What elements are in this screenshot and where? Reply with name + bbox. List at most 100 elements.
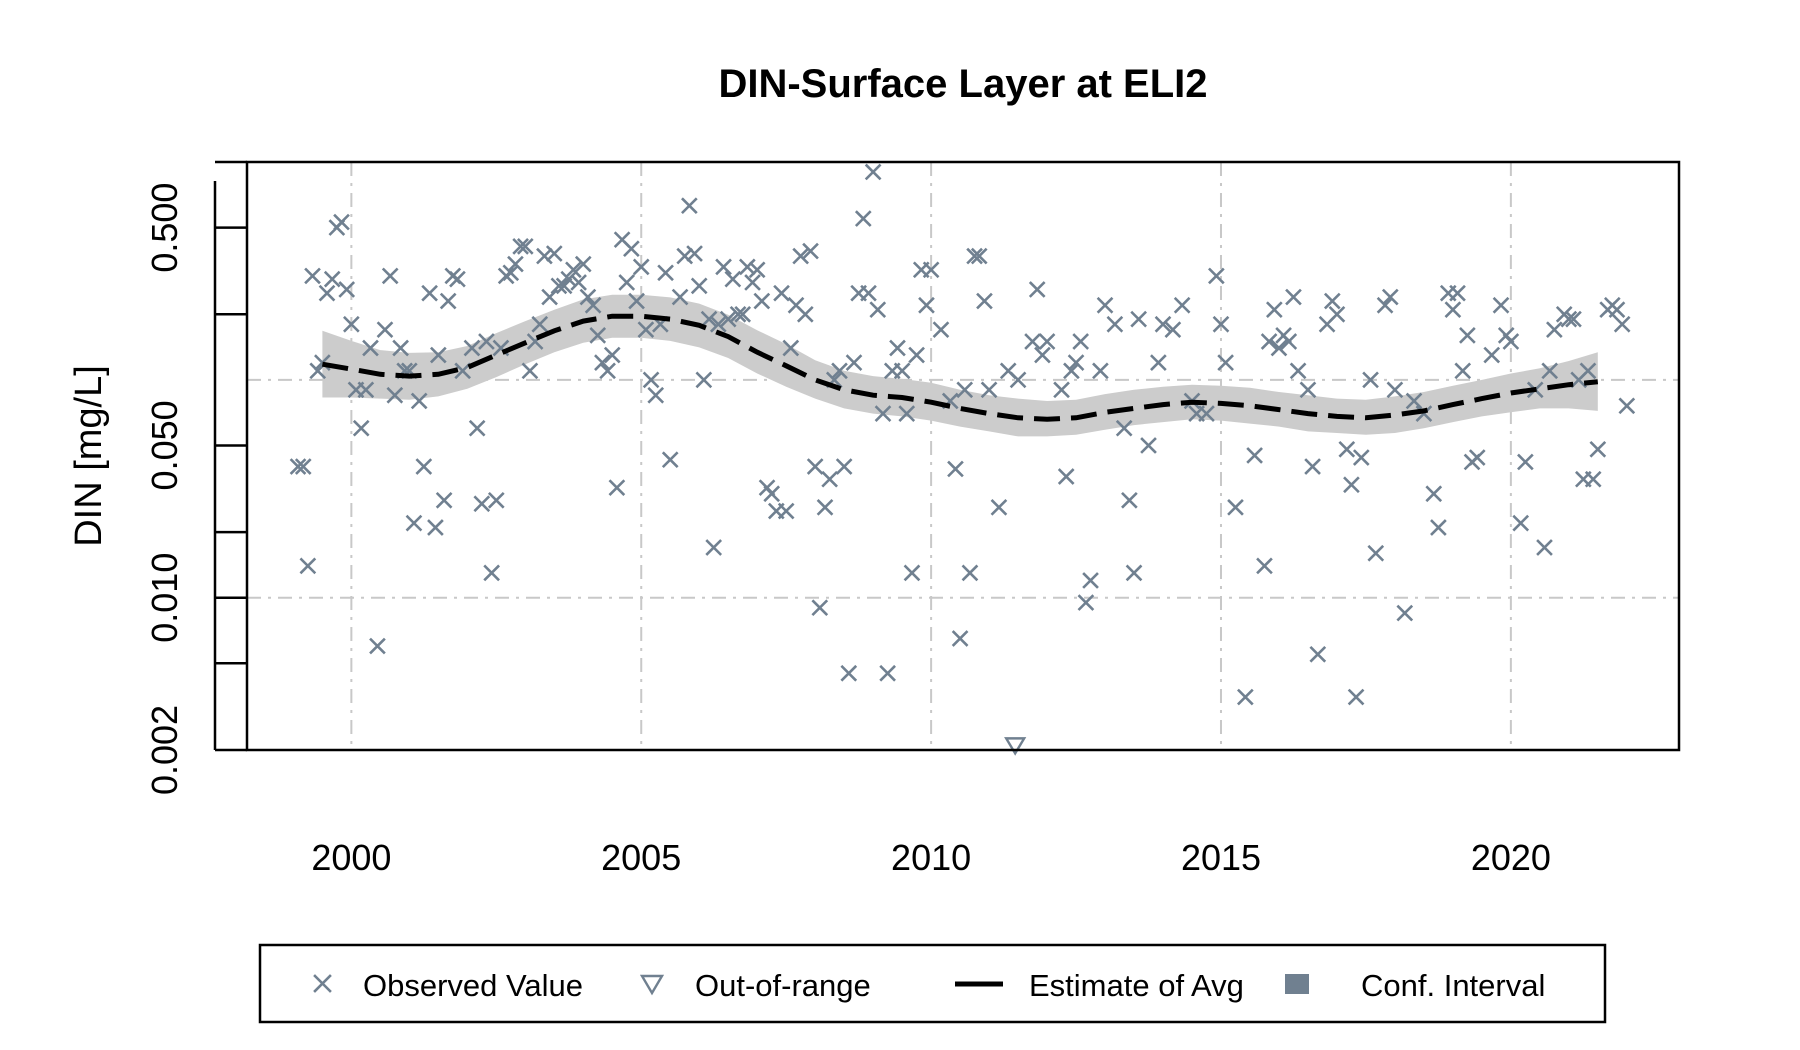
observed-point: [541, 288, 558, 306]
observed-point: [1299, 381, 1317, 399]
observed-point: [686, 245, 703, 262]
observed-point: [1024, 333, 1041, 350]
observed-point: [1347, 688, 1365, 706]
observed-point: [1289, 362, 1307, 380]
observed-point: [637, 321, 655, 338]
observed-point: [478, 333, 495, 350]
observed-point: [715, 258, 732, 276]
observed-point: [1038, 333, 1056, 350]
observed-point: [599, 362, 616, 380]
observed-point: [512, 238, 529, 255]
observed-point: [816, 498, 834, 516]
observed-point: [1468, 449, 1486, 466]
observed-point: [507, 255, 524, 273]
observed-point: [642, 371, 660, 389]
observed-point: [1028, 281, 1046, 298]
observed-point: [1546, 321, 1563, 338]
observed-point: [468, 419, 486, 437]
observed-point: [487, 491, 505, 509]
observed-point: [889, 339, 906, 357]
observed-point: [449, 270, 466, 288]
observed-point: [951, 630, 969, 647]
observed-point: [545, 245, 563, 262]
observed-point: [1328, 305, 1346, 323]
observed-point: [729, 305, 747, 323]
observed-point: [1444, 301, 1462, 319]
observed-point: [1343, 476, 1360, 494]
confidence-band: [322, 294, 1598, 437]
observed-point: [1082, 572, 1099, 589]
observed-point: [1430, 519, 1447, 536]
observed-point: [1367, 544, 1385, 562]
observed-point: [671, 288, 689, 306]
observed-point: [1057, 468, 1075, 485]
observed-point: [429, 346, 447, 364]
observed-point: [1115, 419, 1133, 437]
out-of-range-point: [1004, 737, 1027, 756]
observed-point: [427, 519, 444, 536]
observed-point: [405, 514, 423, 532]
observed-point: [1217, 354, 1234, 371]
observed-point: [1125, 564, 1143, 582]
observed-point: [1459, 327, 1476, 344]
observed-point: [1536, 539, 1553, 556]
observed-point: [763, 485, 781, 503]
observed-point: [1077, 594, 1095, 611]
x-tick-label: 2010: [891, 837, 971, 878]
observed-point: [990, 498, 1008, 516]
observed-point: [657, 264, 674, 282]
observed-point: [376, 321, 394, 338]
y-tick-label: 0.002: [144, 705, 185, 795]
observed-point: [961, 564, 979, 582]
legend: Observed Value Out-of-range Estimate of …: [258, 943, 1607, 1024]
x-axis: 2000 2005 2010 2015 2020: [311, 837, 1551, 878]
observed-point: [738, 258, 756, 276]
y-tick-label: 0.500: [144, 183, 185, 273]
observed-point: [381, 267, 399, 285]
observed-point: [710, 315, 727, 333]
observed-point: [565, 261, 582, 279]
legend-item-observed: Observed Value: [313, 968, 583, 1003]
observed-point: [690, 277, 708, 295]
observed-point: [1280, 333, 1298, 350]
observed-point: [840, 664, 858, 682]
observed-point: [705, 539, 723, 556]
observed-point: [1502, 333, 1520, 350]
observed-point: [903, 564, 921, 582]
observed-point: [681, 197, 698, 215]
observed-point: [299, 557, 317, 575]
observed-point: [502, 264, 520, 282]
observed-point: [1560, 310, 1578, 328]
observed-point: [294, 458, 312, 475]
observed-point: [1034, 346, 1051, 364]
chart-title: DIN-Surface Layer at ELI2: [718, 62, 1207, 106]
observed-point: [421, 284, 438, 302]
observed-point: [1256, 557, 1273, 575]
observed-point: [956, 381, 974, 399]
observed-point: [623, 240, 640, 258]
observed-point: [753, 292, 771, 310]
observed-point: [1212, 315, 1230, 333]
observed-point: [608, 479, 626, 497]
observed-point: [1396, 604, 1414, 622]
observed-point: [386, 386, 404, 404]
observed-point: [1304, 458, 1321, 475]
observed-point: [922, 261, 940, 279]
observed-points: [289, 163, 1636, 706]
observed-point: [802, 242, 819, 260]
observed-point: [879, 664, 896, 682]
observed-point: [700, 310, 718, 328]
observed-point: [869, 301, 887, 319]
observed-point: [966, 247, 983, 265]
x-tick-label: 2015: [1181, 837, 1261, 878]
observed-point: [333, 213, 350, 231]
observed-point: [811, 599, 829, 617]
observed-point: [1121, 491, 1138, 509]
observed-point: [415, 458, 433, 475]
observed-point: [1237, 688, 1254, 706]
observed-point: [1376, 296, 1394, 314]
observed-point: [980, 381, 998, 399]
observed-point: [864, 163, 882, 181]
observed-point: [1285, 288, 1302, 306]
